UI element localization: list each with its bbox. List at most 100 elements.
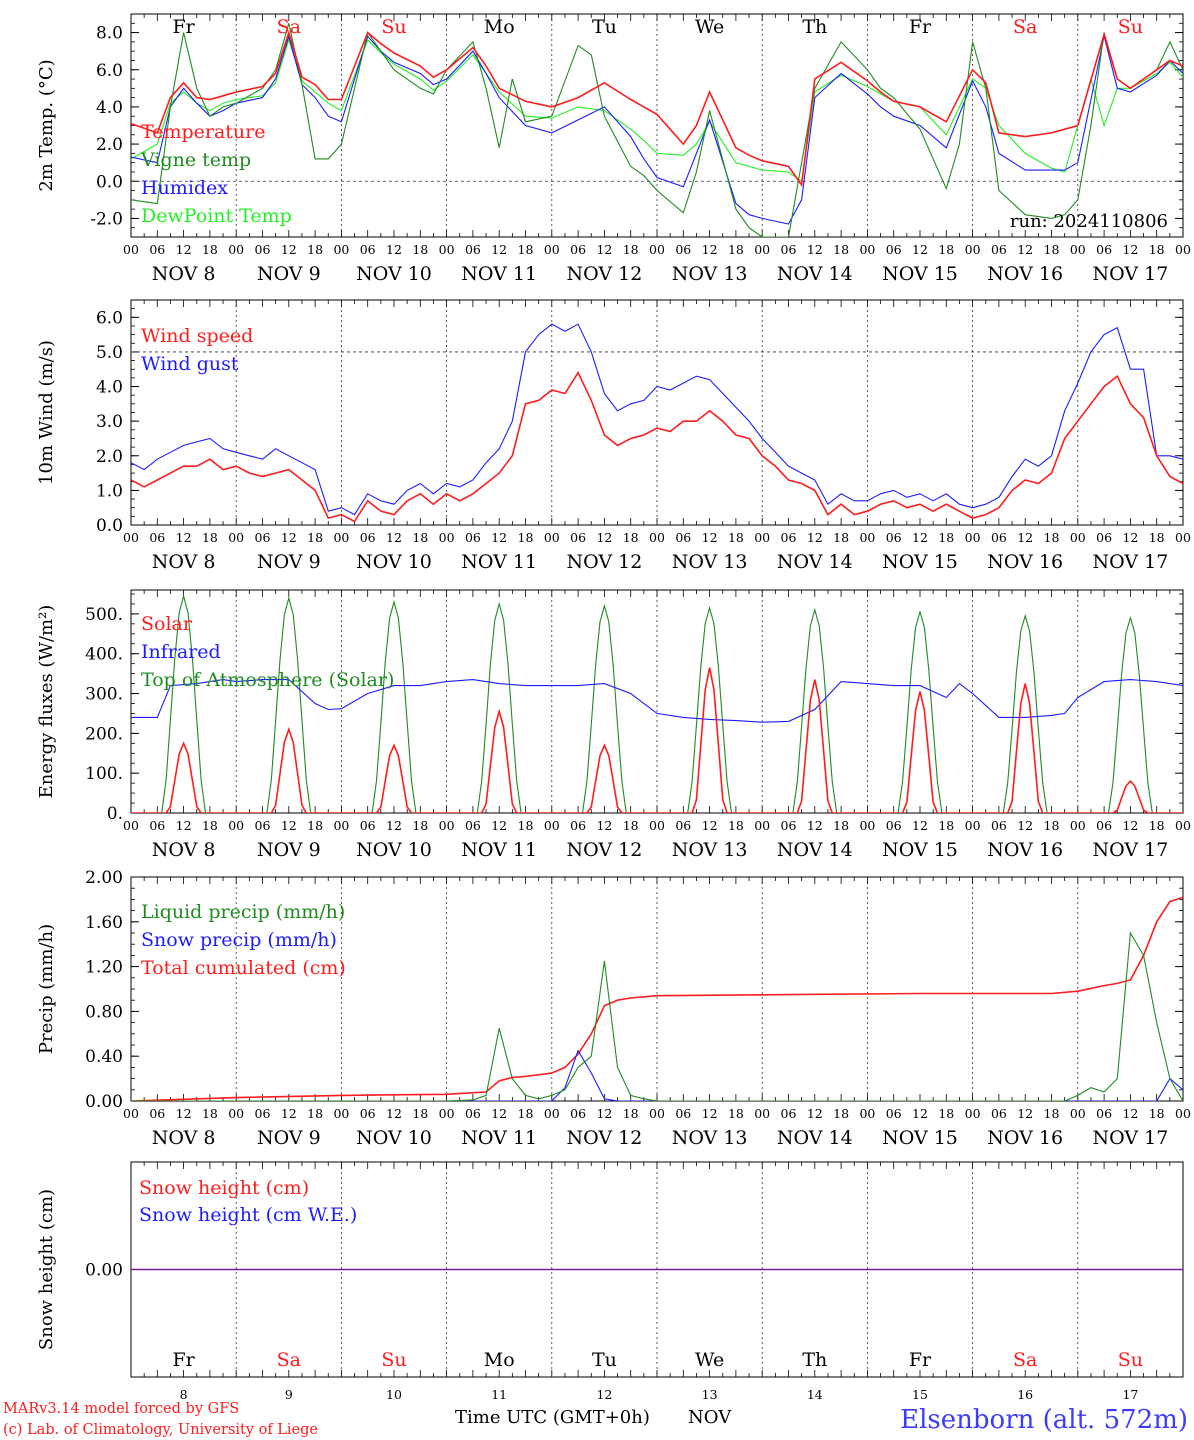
y-tick-label: 6.0 — [96, 308, 123, 328]
hour-label: 18 — [518, 1106, 534, 1121]
hour-label: 12 — [912, 530, 928, 545]
day-abbr: Fr — [172, 16, 195, 38]
hour-label: 18 — [202, 530, 218, 545]
hour-label: 06 — [675, 530, 691, 545]
y-tick-label: 2.0 — [96, 447, 123, 467]
legend-entry: Humidex — [141, 177, 228, 199]
date-label: NOV 9 — [257, 839, 321, 861]
hour-label: 06 — [570, 818, 586, 833]
hour-label: 18 — [412, 818, 428, 833]
day-number: 15 — [912, 1387, 928, 1402]
hour-label: 00 — [1175, 1106, 1191, 1121]
hour-label: 06 — [781, 818, 797, 833]
legend-entry: Snow height (cm) — [139, 1177, 309, 1199]
hour-label: 12 — [386, 242, 402, 257]
date-label: NOV 11 — [461, 551, 537, 573]
day-number: 17 — [1122, 1387, 1138, 1402]
y-tick-label: 0.40 — [85, 1047, 123, 1067]
hour-label: 06 — [781, 1106, 797, 1121]
hour-label: 06 — [886, 242, 902, 257]
hour-label: 00 — [439, 1106, 455, 1121]
y-tick-label: 1.20 — [85, 958, 123, 978]
hour-label: 12 — [281, 242, 297, 257]
hour-label: 12 — [807, 1106, 823, 1121]
hour-label: 12 — [1122, 530, 1138, 545]
hour-label: 06 — [1096, 1106, 1112, 1121]
hour-label: 00 — [1070, 818, 1086, 833]
date-label: NOV 15 — [882, 551, 958, 573]
y-tick-label: 0.00 — [85, 1261, 123, 1281]
date-label: NOV 17 — [1092, 839, 1168, 861]
day-number: 11 — [491, 1387, 507, 1402]
hour-label: 00 — [123, 530, 139, 545]
y-tick-label: 0.0 — [96, 516, 123, 536]
hour-label: 18 — [307, 818, 323, 833]
y-tick-label: 2.00 — [85, 868, 123, 888]
hour-label: 00 — [228, 818, 244, 833]
hour-label: 18 — [1149, 242, 1165, 257]
hour-label: 12 — [386, 530, 402, 545]
hour-label: 00 — [1175, 818, 1191, 833]
series-group — [131, 593, 1183, 813]
y-tick-label: 2.0 — [96, 135, 123, 155]
hour-label: 00 — [544, 1106, 560, 1121]
hour-label: 00 — [439, 242, 455, 257]
hour-label: 06 — [149, 1106, 165, 1121]
precip-panel: 2.00 1.60 1.20 0.80 0.40 0.00 Precip (mm/h) Liq… — [36, 868, 1191, 1149]
hour-label: 06 — [675, 818, 691, 833]
hour-label: 12 — [1017, 242, 1033, 257]
hour-label: 18 — [1044, 818, 1060, 833]
hour-label: 12 — [491, 530, 507, 545]
hour-label: 00 — [228, 1106, 244, 1121]
hour-label: 00 — [439, 530, 455, 545]
hour-label: 18 — [833, 242, 849, 257]
series-line-top-of-atmosphere-solar — [131, 593, 1183, 813]
panels: 8.0 6.0 4.0 2.0 0.0 -2.0 2m Temp. (°C) Temperat… — [36, 13, 1191, 1402]
hour-label: 18 — [938, 818, 954, 833]
hour-label: 18 — [1044, 1106, 1060, 1121]
hour-label: 18 — [307, 530, 323, 545]
hour-label: 00 — [649, 818, 665, 833]
hour-label: 00 — [1175, 530, 1191, 545]
hour-label: 00 — [228, 530, 244, 545]
y-tick-label: 1.60 — [85, 913, 123, 933]
hour-label: 00 — [754, 1106, 770, 1121]
y-tick-label: 0.00 — [85, 1092, 123, 1112]
hour-label: 12 — [176, 1106, 192, 1121]
day-number: 16 — [1017, 1387, 1033, 1402]
hour-label: 12 — [1017, 1106, 1033, 1121]
legend-entry: Wind speed — [141, 325, 253, 347]
hour-label: 18 — [728, 530, 744, 545]
hour-label: 18 — [518, 242, 534, 257]
series-line-dewpoint-temp — [131, 38, 1183, 183]
day-number: 12 — [596, 1387, 612, 1402]
date-label: NOV 14 — [777, 1127, 853, 1149]
legend-entry: Temperature — [141, 121, 265, 143]
hour-label: 00 — [965, 242, 981, 257]
y-tick-label: 500. — [85, 605, 123, 625]
hour-label: 06 — [465, 242, 481, 257]
hour-label: 18 — [833, 1106, 849, 1121]
series-line-temperature — [131, 29, 1183, 188]
series-line-snow-precip-mm-h — [131, 1049, 1183, 1101]
hour-label: 18 — [202, 818, 218, 833]
hour-label: 06 — [570, 242, 586, 257]
y-tick-label: 6.0 — [96, 61, 123, 81]
y-tick-label: -2.0 — [90, 209, 123, 229]
hour-label: 00 — [1070, 1106, 1086, 1121]
hour-label: 18 — [623, 1106, 639, 1121]
hour-label: 18 — [202, 242, 218, 257]
hour-label: 06 — [360, 818, 376, 833]
hour-label: 18 — [412, 242, 428, 257]
legend-entry: Vigne temp — [140, 149, 251, 171]
day-abbr: Sa — [277, 1349, 301, 1371]
hour-label: 18 — [938, 242, 954, 257]
hour-label: 12 — [1017, 530, 1033, 545]
day-abbr: Sa — [1013, 16, 1037, 38]
run-label: run: 2024110806 — [1010, 211, 1168, 232]
hour-label: 06 — [991, 1106, 1007, 1121]
legend-entry: Wind gust — [141, 353, 239, 375]
hour-label: 06 — [570, 1106, 586, 1121]
series-line-infrared — [131, 679, 1183, 723]
